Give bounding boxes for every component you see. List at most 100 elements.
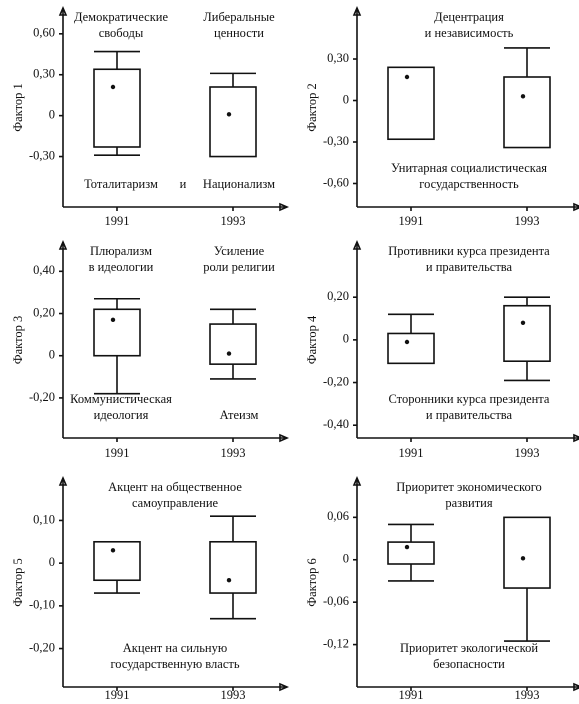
y-axis-arrow	[58, 5, 68, 16]
y-axis-arrow	[58, 239, 68, 250]
box	[387, 66, 435, 141]
x-axis-arrow	[279, 202, 290, 212]
y-axis-label: Фактор 5	[11, 558, 25, 607]
point	[226, 351, 232, 356]
annotation: Приоритет экологической	[400, 641, 538, 655]
annotation: Тоталитаризм	[84, 177, 158, 191]
y-tick-label: 0,06	[327, 509, 349, 523]
y-tick-label: 0	[49, 108, 55, 122]
x-axis-arrow	[279, 682, 290, 692]
y-axis-label: Фактор 4	[305, 315, 319, 364]
y-tick-label: -0,06	[323, 594, 349, 608]
y-tick-label: 0,10	[33, 512, 55, 526]
x-tick-label: 1993	[515, 446, 540, 460]
x-axis-arrow	[279, 433, 290, 443]
y-axis-label: Фактор 3	[11, 316, 25, 365]
y-tick-label: 0	[49, 555, 55, 569]
annotation: Противники курса президента	[388, 244, 550, 258]
box	[503, 76, 551, 149]
y-axis-arrow	[58, 475, 68, 486]
annotation: развития	[445, 496, 492, 510]
x-tick-label: 1991	[105, 688, 130, 702]
x-tick-label: 1993	[515, 214, 540, 228]
x-tick-label: 1991	[105, 214, 130, 228]
y-tick-label: 0,30	[327, 51, 349, 65]
annotation: Акцент на сильную	[123, 641, 227, 655]
y-tick-label: 0,30	[33, 67, 55, 81]
y-tick-label: -0,20	[29, 390, 55, 404]
annotation: Коммунистическая	[70, 392, 172, 406]
y-tick-label: -0,10	[29, 598, 55, 612]
annotation: и правительства	[426, 260, 513, 274]
y-tick-label: 0,60	[33, 26, 55, 40]
annotation: Демократические	[74, 10, 169, 24]
annotation: Национализм	[203, 177, 275, 191]
x-tick-label: 1993	[221, 214, 246, 228]
box	[209, 540, 257, 594]
box	[93, 68, 141, 148]
x-tick-label: 1993	[515, 688, 540, 702]
annotation: идеология	[94, 408, 149, 422]
y-tick-label: -0,20	[323, 374, 349, 388]
y-axis-arrow	[352, 475, 362, 486]
point	[110, 548, 116, 553]
y-tick-label: 0	[343, 92, 349, 106]
x-tick-label: 1991	[399, 214, 424, 228]
point	[520, 320, 526, 325]
point	[226, 578, 232, 583]
x-tick-label: 1993	[221, 446, 246, 460]
x-tick-label: 1993	[221, 688, 246, 702]
box	[387, 332, 435, 365]
box	[93, 540, 141, 582]
x-axis-arrow	[573, 433, 579, 443]
y-tick-label: -0,12	[323, 636, 349, 650]
annotation: Приоритет экономического	[396, 480, 542, 494]
box	[209, 86, 257, 158]
y-tick-label: -0,20	[29, 640, 55, 654]
box	[93, 308, 141, 357]
annotation: Атеизм	[220, 408, 259, 422]
y-tick-label: 0	[343, 552, 349, 566]
annotation: Унитарная социалистическая	[391, 161, 547, 175]
y-tick-label: -0,30	[29, 148, 55, 162]
y-tick-label: 0	[343, 332, 349, 346]
y-tick-label: 0,40	[33, 263, 55, 277]
y-axis-label: Фактор 6	[305, 558, 319, 607]
point	[110, 84, 116, 90]
y-axis-label: Фактор 2	[305, 83, 319, 132]
y-tick-label: -0,40	[323, 417, 349, 431]
y-tick-label: -0,60	[323, 175, 349, 189]
annotation: и независимость	[425, 26, 514, 40]
box	[503, 516, 551, 589]
y-tick-label: -0,30	[323, 134, 349, 148]
y-tick-label: 0,20	[33, 305, 55, 319]
annotation: роли религии	[203, 260, 275, 274]
point	[226, 112, 232, 117]
annotation: государственную власть	[110, 657, 239, 671]
box	[209, 323, 257, 365]
annotation: государственность	[419, 177, 519, 191]
point	[520, 556, 526, 561]
annotation: Плюрализм	[90, 244, 152, 258]
point	[404, 544, 410, 550]
x-tick-label: 1991	[399, 688, 424, 702]
y-tick-label: 0,20	[327, 289, 349, 303]
box	[503, 304, 551, 363]
point	[110, 317, 116, 323]
point	[404, 74, 410, 80]
annotation: Акцент на общественное	[108, 480, 242, 494]
x-tick-label: 1991	[105, 446, 130, 460]
y-axis-arrow	[352, 5, 362, 16]
annotation: свободы	[99, 26, 144, 40]
point	[520, 94, 526, 99]
box	[387, 541, 435, 565]
annotation: Либеральные	[203, 10, 275, 24]
y-axis-label: Фактор 1	[11, 83, 25, 132]
x-axis-arrow	[573, 202, 579, 212]
annotation: Усиление	[214, 244, 265, 258]
annotation: в идеологии	[89, 260, 154, 274]
y-tick-label: 0	[49, 348, 55, 362]
annotation: Децентрация	[434, 10, 504, 24]
